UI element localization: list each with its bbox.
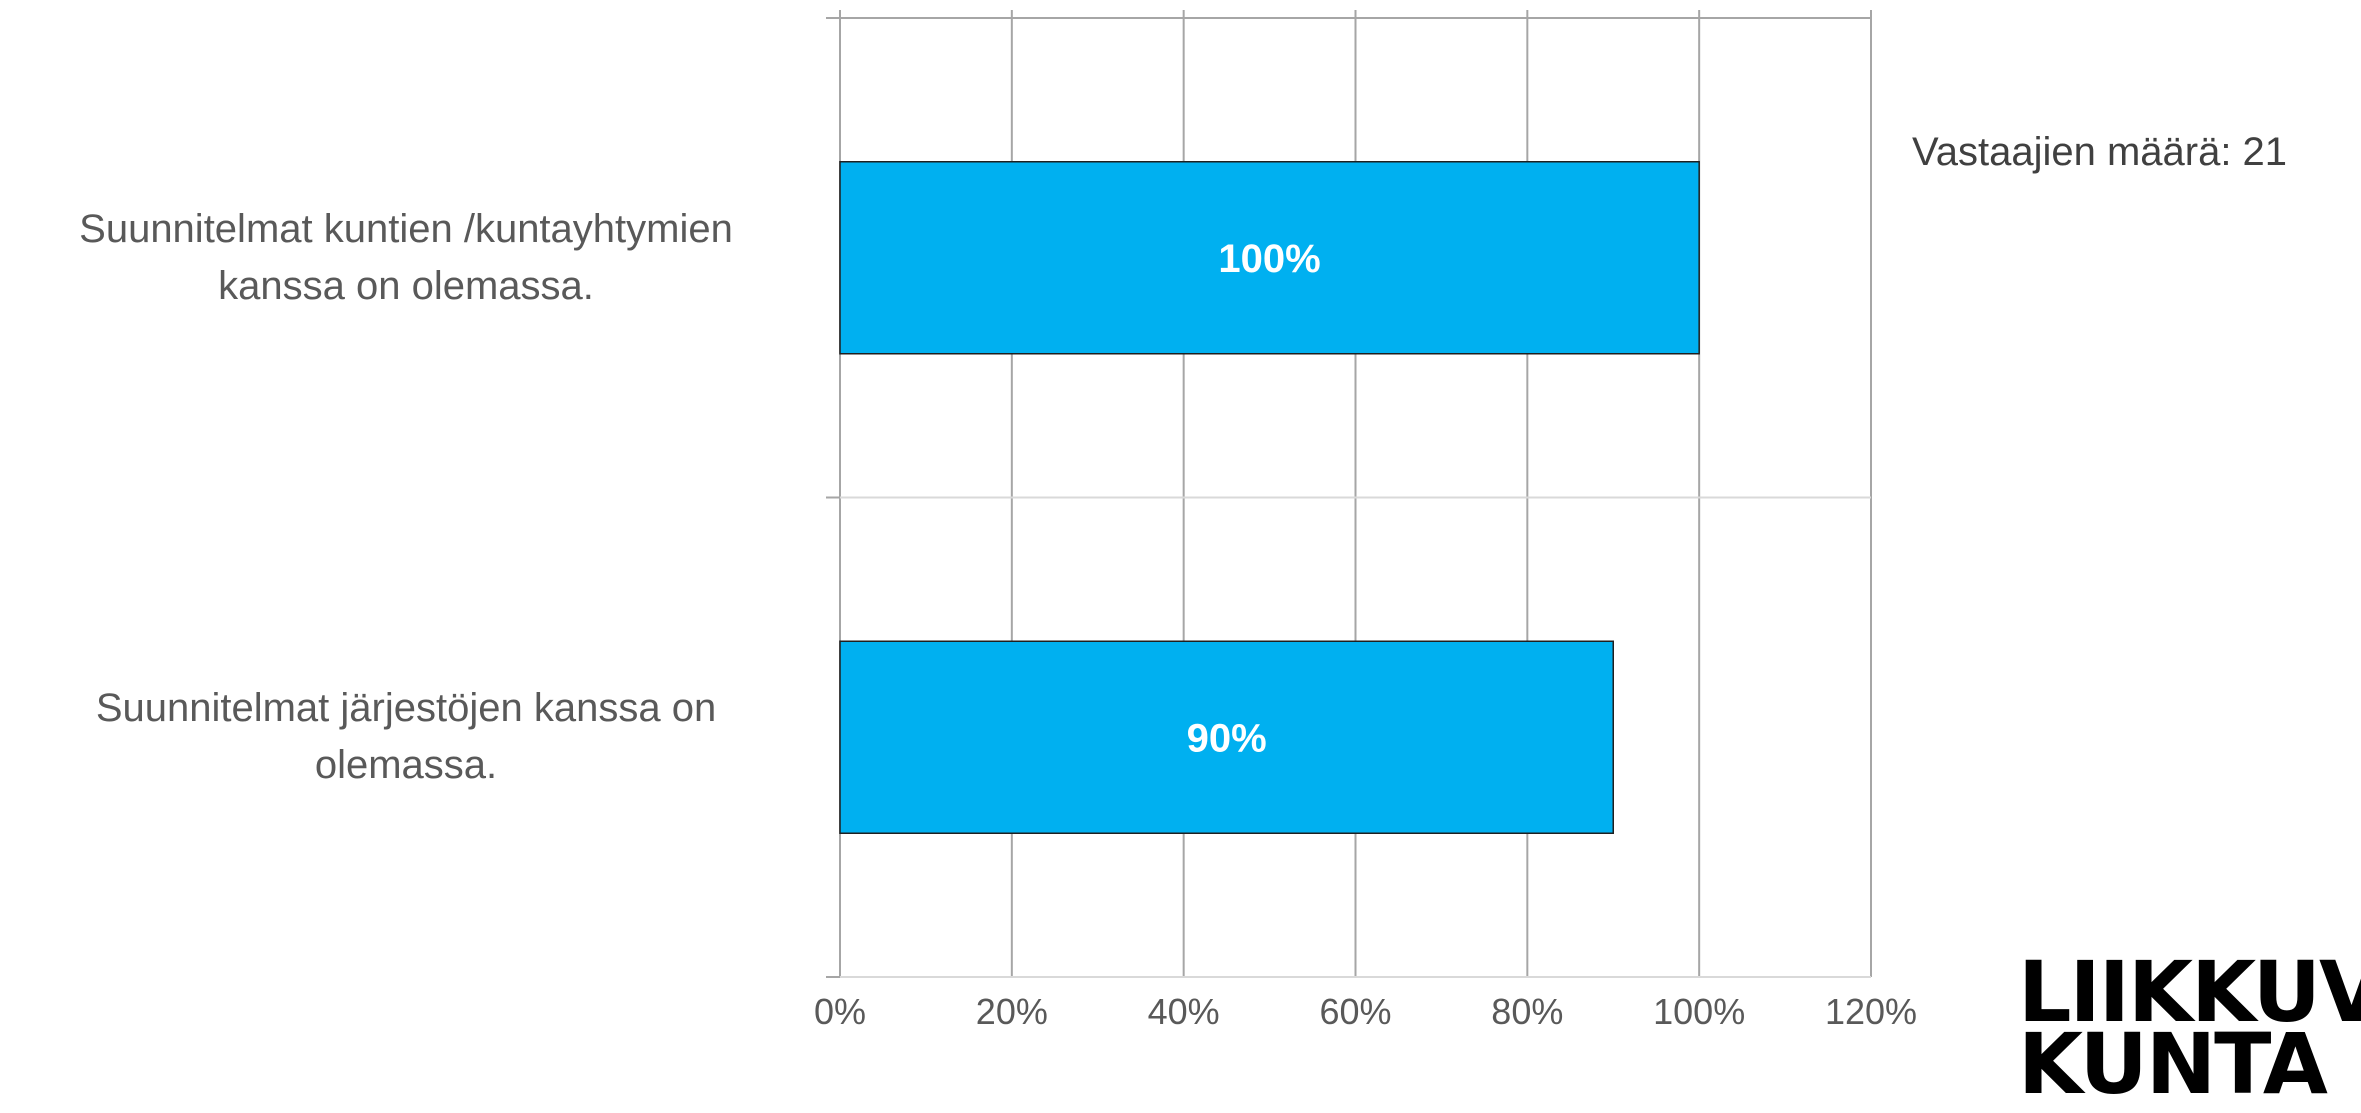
liikkuva-kunta-logo: LIIKKUVAKUNTA: [2018, 943, 2361, 1113]
x-tick-label: 40%: [1148, 991, 1220, 1032]
respondent-count: Vastaajien määrä: 21: [1912, 130, 2288, 174]
category-label-organizations: Suunnitelmat järjestöjen kanssa on olema…: [95, 686, 717, 788]
bar: [839, 161, 1700, 355]
bar-data-label: 90%: [1187, 716, 1267, 760]
bar: [839, 640, 1614, 834]
x-tick-label: 0%: [814, 991, 866, 1032]
category-label-municipalities: Suunnitelmat kuntien /kuntayhtymien kans…: [79, 206, 733, 308]
x-axis-tick-labels: 0% 20% 40% 60% 80% 100% 120%: [814, 991, 1917, 1032]
bar-chart: 100% 90% 0% 20% 40% 60% 80% 100% 120%: [814, 10, 1917, 1032]
bars: 100% 90%: [839, 161, 1700, 834]
x-tick-label: 120%: [1825, 991, 1917, 1032]
x-tick-label: 60%: [1319, 991, 1391, 1032]
x-tick-label: 20%: [976, 991, 1048, 1032]
x-tick-label: 80%: [1491, 991, 1563, 1032]
x-tick-label: 100%: [1653, 991, 1745, 1032]
bar-data-label: 100%: [1218, 237, 1320, 281]
